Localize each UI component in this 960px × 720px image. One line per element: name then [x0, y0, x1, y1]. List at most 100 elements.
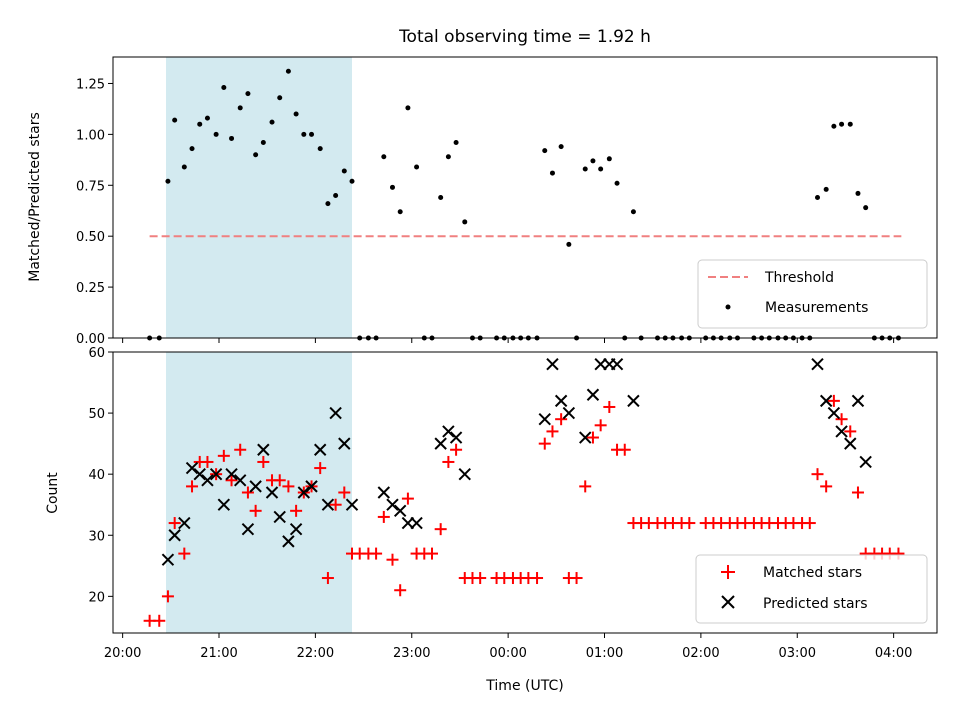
measurement-point — [221, 85, 227, 91]
predicted-stars-points — [161, 358, 872, 566]
y-tick-label: 0.00 — [76, 332, 105, 347]
predicted-star-point — [562, 406, 576, 420]
measurement-point — [414, 164, 420, 170]
legend-predicted-swatch — [721, 595, 735, 609]
matched-star-point — [570, 572, 583, 585]
measurement-point — [277, 95, 283, 101]
cross-b — [377, 486, 391, 499]
cross-b — [851, 394, 865, 408]
cross-b — [193, 467, 206, 481]
measurement-point — [855, 190, 861, 196]
matched-star-point — [201, 455, 214, 468]
matched-star-point — [241, 486, 254, 499]
predicted-star-point — [168, 529, 181, 542]
predicted-star-point — [377, 486, 391, 499]
cross-b — [859, 455, 872, 469]
measurement-point — [566, 241, 572, 247]
measurement-point — [245, 91, 251, 97]
measurement-point — [325, 201, 331, 207]
matched-star-point — [811, 468, 824, 481]
x-tick-label: 04:00 — [875, 646, 912, 661]
bottom-panel: 20 30 40 50 60 20:00 21:00 22:00 23:00 00:00 01:0… — [45, 346, 938, 694]
matched-star-point — [178, 547, 191, 560]
measurement-point — [863, 205, 869, 211]
cross-b — [546, 358, 559, 371]
top-y-axis-label: Matched/Predicted stars — [27, 112, 43, 282]
matched-star-point — [531, 572, 544, 585]
matched-star-point — [683, 517, 696, 530]
cross-b — [410, 516, 423, 530]
cross-b — [811, 358, 824, 371]
predicted-star-point — [338, 437, 351, 450]
matched-star-point — [377, 510, 390, 523]
top-panel: Total observing time = 1.92 h 0.000.250.… — [27, 27, 938, 347]
predicted-star-point — [538, 412, 551, 426]
matched-star-point — [442, 455, 455, 468]
cross-b — [217, 498, 231, 511]
cross-b — [345, 498, 359, 511]
measurement-point — [333, 192, 339, 198]
cross-b — [168, 529, 181, 542]
cross-b — [538, 412, 551, 426]
cross-b — [225, 467, 238, 481]
bottom-legend: Matched stars Predicted stars — [695, 554, 928, 624]
cross-b — [178, 516, 191, 530]
cross-b — [434, 437, 447, 450]
predicted-star-point — [273, 510, 286, 524]
predicted-star-point — [449, 431, 463, 444]
y-tick-label: 30 — [88, 529, 105, 544]
measurement-point — [445, 154, 451, 160]
legend-threshold-label: Threshold — [764, 270, 834, 286]
measurement-point — [172, 117, 178, 123]
matched-star-point — [370, 547, 383, 560]
measurement-point — [462, 219, 468, 225]
cross-b — [627, 394, 640, 408]
measurement-point — [269, 119, 275, 125]
measurement-point — [614, 180, 620, 186]
predicted-star-point — [859, 455, 872, 469]
matched-star-point — [827, 394, 840, 407]
predicted-star-point — [345, 498, 359, 511]
measurement-point — [453, 140, 459, 146]
measurement-point — [582, 166, 588, 172]
matched-star-point — [803, 517, 816, 530]
cross-b — [201, 474, 214, 487]
chart-title: Total observing time = 1.92 h — [398, 27, 651, 47]
matched-star-point — [401, 492, 414, 505]
measurement-point — [204, 115, 210, 121]
measurement-point — [405, 105, 411, 111]
top-x-ticks — [122, 338, 895, 343]
cross-b — [297, 486, 311, 499]
predicted-star-point — [161, 553, 175, 566]
y-tick-label: 1.00 — [76, 128, 105, 143]
cross-b — [562, 406, 576, 420]
measurement-point — [823, 186, 829, 192]
legend-measurements-swatch — [725, 304, 731, 310]
predicted-star-point — [193, 467, 206, 481]
predicted-star-point — [282, 535, 295, 548]
top-legend-box — [697, 259, 928, 329]
cross-b — [844, 437, 857, 450]
cross-b — [185, 461, 199, 475]
y-tick-label: 0.50 — [76, 230, 105, 245]
y-tick-label: 1.25 — [76, 77, 105, 92]
predicted-star-point — [844, 437, 857, 450]
measurement-point — [301, 131, 307, 137]
measurement-point — [285, 68, 291, 74]
matched-star-point — [538, 437, 551, 450]
matched-star-point — [820, 480, 833, 493]
cross-b — [161, 553, 175, 566]
matched-star-point — [386, 553, 399, 566]
bottom-y-axis-label: Count — [45, 472, 61, 514]
matched-star-point — [234, 443, 247, 456]
matched-star-point — [168, 517, 181, 530]
predicted-star-point — [178, 516, 191, 530]
cross-b — [305, 480, 318, 493]
predicted-star-point — [225, 467, 238, 481]
cross-b — [313, 443, 327, 456]
predicted-star-point — [289, 522, 303, 536]
matched-star-point — [282, 480, 295, 493]
predicted-star-point — [241, 522, 255, 536]
cross-b — [586, 388, 600, 401]
matched-star-point — [225, 474, 238, 487]
